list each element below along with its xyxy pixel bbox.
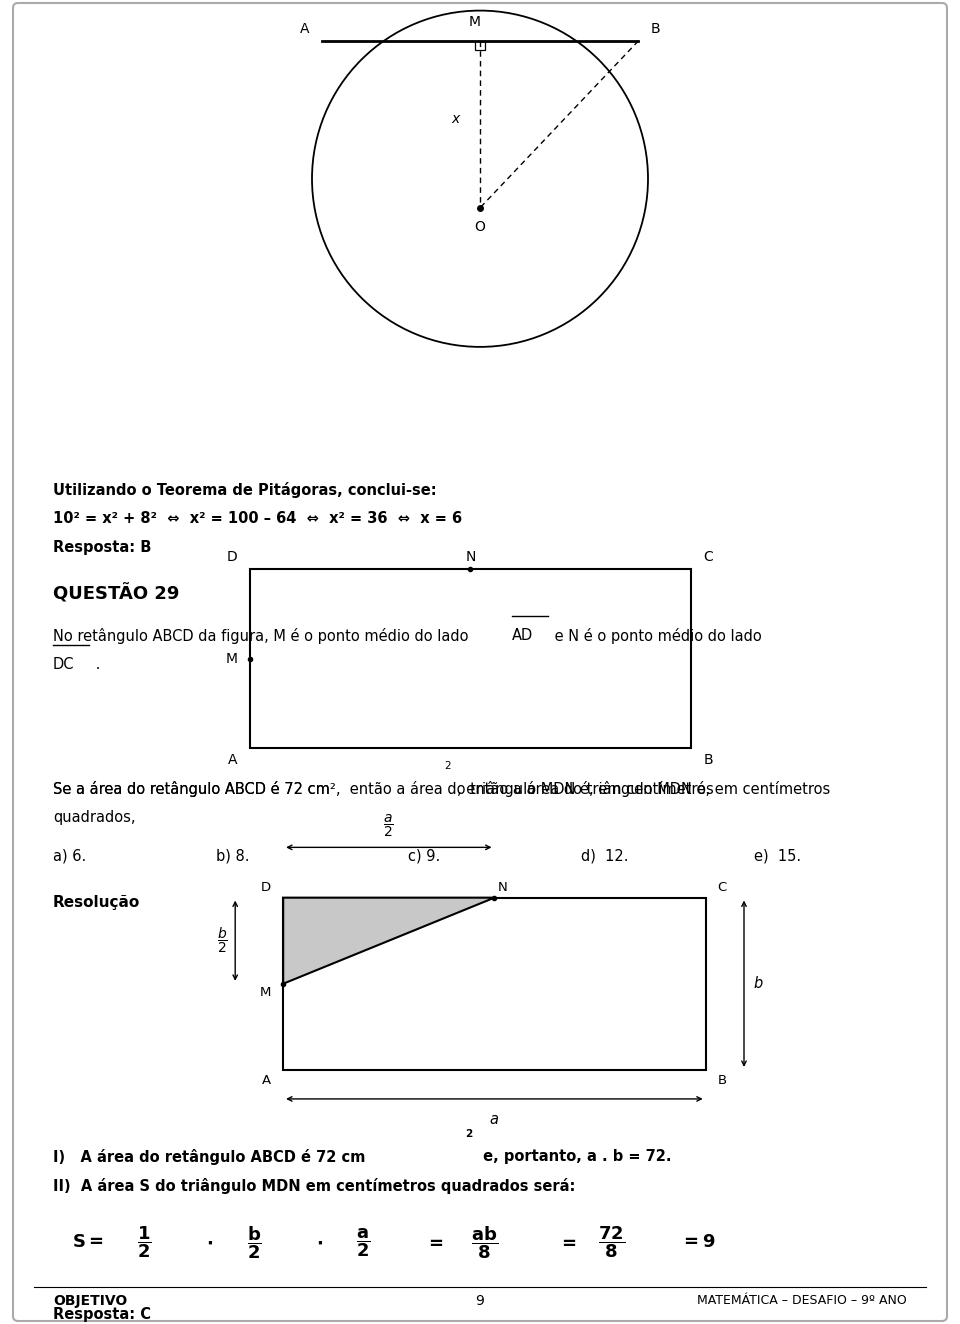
Text: b) 8.: b) 8.: [216, 849, 250, 863]
Text: M: M: [260, 986, 271, 998]
Text: O: O: [474, 220, 486, 234]
Text: OBJETIVO: OBJETIVO: [53, 1294, 127, 1308]
Text: $\mathbf{S =}$: $\mathbf{S =}$: [72, 1234, 104, 1251]
Text: C: C: [718, 880, 727, 894]
Text: D: D: [227, 551, 238, 564]
Text: No retângulo ABCD da figura, M é o ponto médio do lado: No retângulo ABCD da figura, M é o ponto…: [53, 628, 473, 643]
Text: 10² = x² + 8²  ⇔  x² = 100 – 64  ⇔  x² = 36  ⇔  x = 6: 10² = x² + 8² ⇔ x² = 100 – 64 ⇔ x² = 36 …: [53, 511, 462, 526]
Text: 2: 2: [466, 1128, 473, 1139]
Text: 2: 2: [444, 760, 451, 771]
Text: B: B: [718, 1074, 727, 1087]
Text: $\mathbf{=}$: $\mathbf{=}$: [425, 1234, 444, 1251]
Bar: [250, 569, 691, 748]
Text: $\mathbf{\cdot}$: $\mathbf{\cdot}$: [206, 1234, 213, 1251]
Text: , então a área do triângulo MDN é, em centímetros: , então a área do triângulo MDN é, em ce…: [457, 781, 830, 797]
Text: A: A: [228, 753, 238, 767]
Text: N: N: [466, 551, 475, 564]
Text: Resolução: Resolução: [53, 895, 140, 910]
Text: $\dfrac{b}{2}$: $\dfrac{b}{2}$: [217, 925, 228, 956]
Text: M: M: [469, 15, 481, 29]
Text: N: N: [498, 880, 508, 894]
Text: $\mathbf{= 9}$: $\mathbf{= 9}$: [680, 1234, 715, 1251]
Text: e N é o ponto médio do lado: e N é o ponto médio do lado: [550, 628, 762, 643]
Text: $\mathbf{\dfrac{b}{2}}$: $\mathbf{\dfrac{b}{2}}$: [247, 1225, 262, 1260]
Text: Utilizando o Teorema de Pitágoras, conclui-se:: Utilizando o Teorema de Pitágoras, concl…: [53, 482, 437, 498]
Text: e, portanto, a . b = 72.: e, portanto, a . b = 72.: [478, 1149, 672, 1164]
Text: $\mathbf{\dfrac{72}{8}}$: $\mathbf{\dfrac{72}{8}}$: [598, 1225, 625, 1260]
Text: 9: 9: [475, 1294, 485, 1308]
Text: MATEMÁTICA – DESAFIO – 9º ANO: MATEMÁTICA – DESAFIO – 9º ANO: [698, 1294, 907, 1307]
Text: C: C: [703, 551, 713, 564]
Text: II)  A área S do triângulo MDN em centímetros quadrados será:: II) A área S do triângulo MDN em centíme…: [53, 1178, 575, 1194]
Polygon shape: [283, 898, 494, 984]
Text: $\mathbf{=}$: $\mathbf{=}$: [558, 1234, 576, 1251]
Text: B: B: [651, 23, 660, 36]
Text: e)  15.: e) 15.: [754, 849, 801, 863]
Text: A: A: [300, 23, 309, 36]
Text: d)  12.: d) 12.: [581, 849, 628, 863]
Text: $\mathbf{\dfrac{a}{2}}$: $\mathbf{\dfrac{a}{2}}$: [356, 1226, 371, 1259]
Text: a: a: [490, 1112, 499, 1127]
Text: DC: DC: [53, 657, 74, 671]
Text: quadrados,: quadrados,: [53, 810, 135, 825]
Text: $\dfrac{a}{2}$: $\dfrac{a}{2}$: [383, 813, 395, 839]
Text: Resposta: C: Resposta: C: [53, 1307, 151, 1321]
Text: $\mathbf{\cdot}$: $\mathbf{\cdot}$: [316, 1234, 323, 1251]
Text: c) 9.: c) 9.: [408, 849, 441, 863]
Text: $\mathbf{\dfrac{1}{2}}$: $\mathbf{\dfrac{1}{2}}$: [137, 1225, 152, 1260]
Text: Resposta: B: Resposta: B: [53, 540, 151, 555]
Text: .: .: [91, 657, 101, 671]
FancyBboxPatch shape: [13, 3, 947, 1321]
Text: $\mathbf{\dfrac{ab}{8}}$: $\mathbf{\dfrac{ab}{8}}$: [471, 1225, 498, 1260]
Text: a) 6.: a) 6.: [53, 849, 86, 863]
Text: B: B: [703, 753, 713, 767]
Text: QUESTÃO 29: QUESTÃO 29: [53, 584, 180, 604]
Bar: [475, 41, 485, 50]
Text: M: M: [226, 651, 238, 666]
Text: I)   A área do retângulo ABCD é 72 cm: I) A área do retângulo ABCD é 72 cm: [53, 1149, 365, 1165]
Text: AD: AD: [512, 628, 533, 642]
Text: x: x: [452, 113, 460, 126]
Text: D: D: [261, 880, 271, 894]
Text: b: b: [754, 976, 763, 992]
Text: A: A: [262, 1074, 271, 1087]
Text: Se a área do retângulo ABCD é 72 cm²,  então a área do triângulo MDN é, em centí: Se a área do retângulo ABCD é 72 cm², en…: [53, 781, 713, 797]
Bar: [283, 898, 706, 1070]
Text: Se a área do retângulo ABCD é 72 cm: Se a área do retângulo ABCD é 72 cm: [53, 781, 329, 797]
